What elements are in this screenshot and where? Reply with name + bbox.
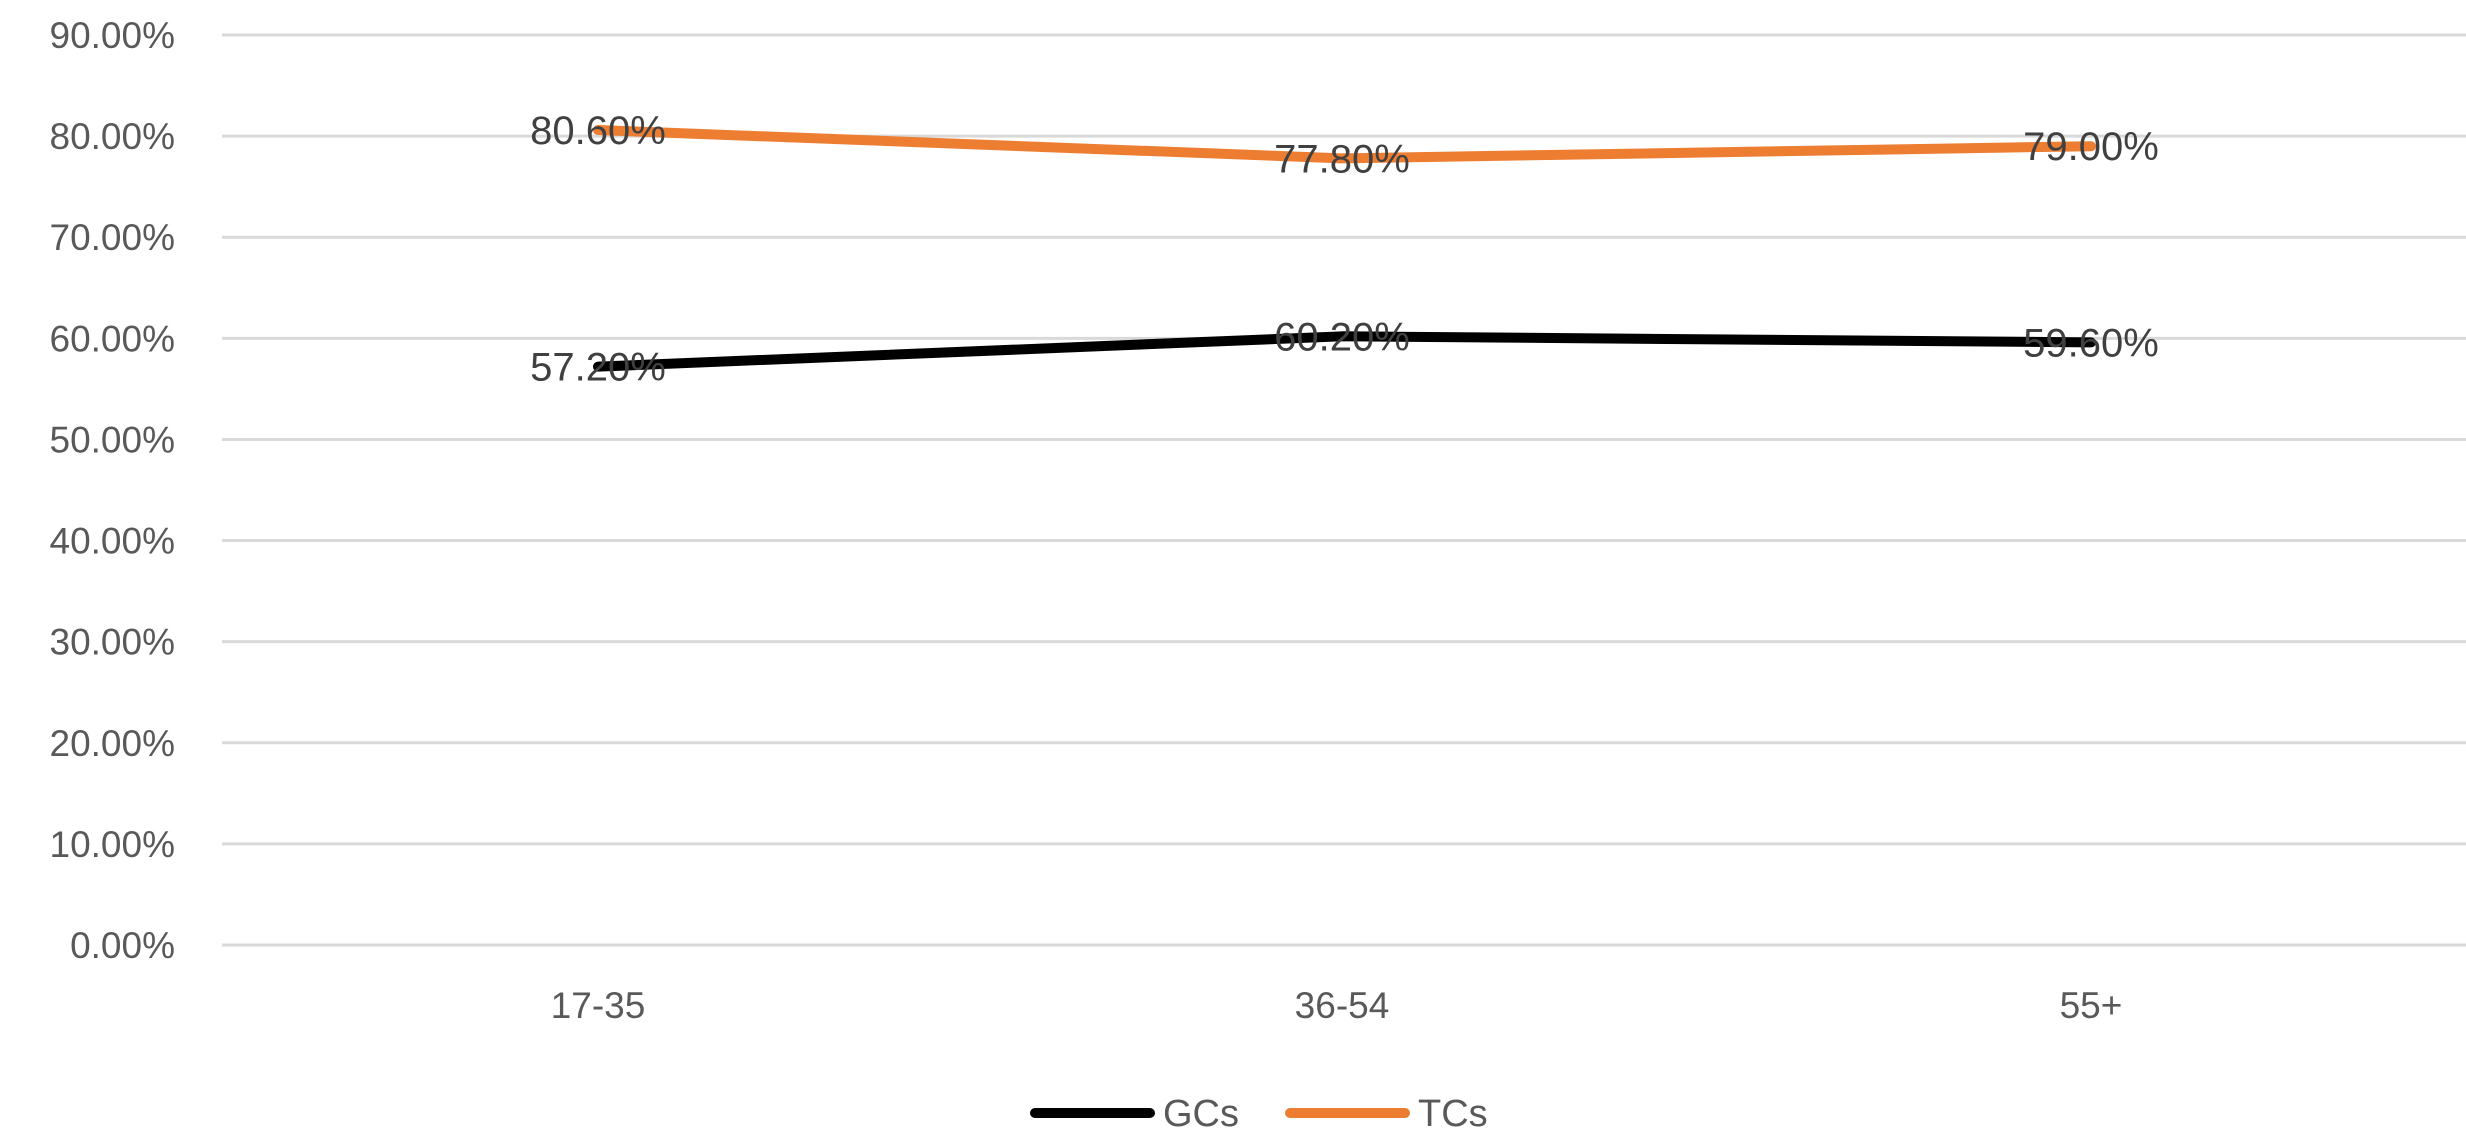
- y-tick-label: 0.00%: [70, 925, 175, 966]
- y-tick-label: 60.00%: [50, 318, 176, 359]
- x-tick-label: 36-54: [1295, 985, 1390, 1026]
- y-tick-label: 90.00%: [50, 15, 176, 56]
- data-label-tcs: 80.60%: [530, 109, 666, 153]
- data-label-tcs: 79.00%: [2023, 125, 2159, 169]
- y-tick-label: 30.00%: [50, 622, 176, 663]
- legend-label: GCs: [1163, 1093, 1239, 1133]
- data-label-gcs: 60.20%: [1274, 315, 1410, 359]
- data-label-gcs: 59.60%: [2023, 321, 2159, 365]
- x-axis-tick-labels: 17-35 36-54 55+: [551, 985, 2123, 1026]
- series-line-tcs: [593, 125, 2096, 164]
- x-tick-label: 17-35: [551, 985, 646, 1026]
- y-tick-label: 20.00%: [50, 723, 176, 764]
- y-tick-label: 50.00%: [50, 419, 176, 460]
- y-tick-label: 40.00%: [50, 521, 176, 562]
- gridlines: [222, 33, 2466, 947]
- series-lines: [593, 125, 2096, 372]
- data-label-tcs: 77.80%: [1274, 137, 1410, 181]
- y-tick-label: 10.00%: [50, 824, 176, 865]
- data-labels: 57.20% 60.20% 59.60% 80.60% 77.80% 79.00%: [530, 109, 2159, 390]
- series-line-gcs: [593, 331, 2096, 372]
- x-tick-label: 55+: [2060, 985, 2123, 1026]
- legend-item-gcs: GCs: [1030, 1093, 1239, 1133]
- legend-label: TCs: [1418, 1093, 1488, 1133]
- legend: GCs TCs: [1030, 1093, 1488, 1133]
- legend-item-tcs: TCs: [1285, 1093, 1488, 1133]
- y-tick-label: 80.00%: [50, 116, 176, 157]
- y-tick-label: 70.00%: [50, 217, 176, 258]
- data-label-gcs: 57.20%: [530, 346, 666, 390]
- y-axis-tick-labels: 0.00% 10.00% 20.00% 30.00% 40.00% 50.00% 60.00…: [50, 15, 176, 966]
